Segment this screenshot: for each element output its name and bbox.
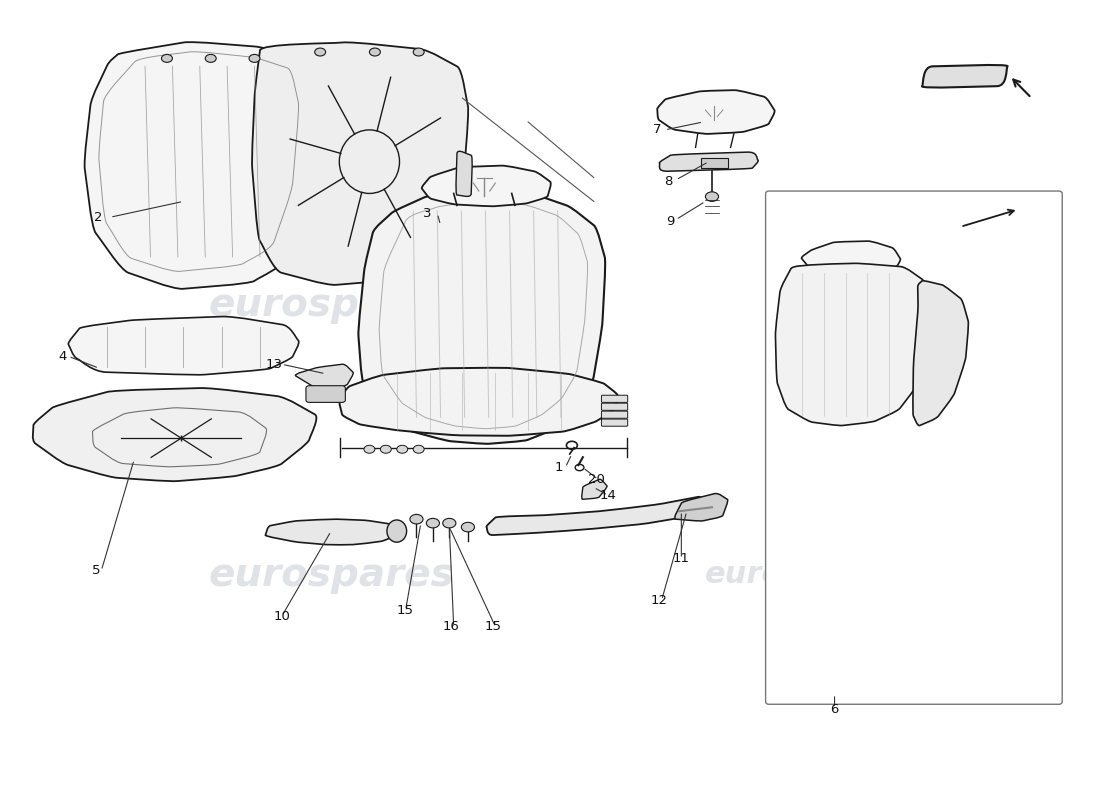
Circle shape [364,446,375,454]
PathPatch shape [674,494,728,521]
Text: 15: 15 [485,620,502,633]
PathPatch shape [296,364,353,392]
Text: 13: 13 [266,358,283,370]
Circle shape [414,48,425,56]
PathPatch shape [657,90,774,134]
Circle shape [427,518,440,528]
Text: 9: 9 [667,214,674,228]
FancyBboxPatch shape [766,191,1063,704]
Bar [701,158,728,168]
Text: 8: 8 [664,175,672,188]
Circle shape [442,518,455,528]
Circle shape [206,54,217,62]
Text: 1: 1 [554,461,563,474]
Text: 12: 12 [651,594,668,606]
Circle shape [162,54,173,62]
PathPatch shape [265,519,397,545]
Circle shape [705,192,718,202]
PathPatch shape [582,479,607,499]
PathPatch shape [659,152,758,171]
PathPatch shape [802,241,901,277]
PathPatch shape [68,317,299,374]
Circle shape [370,48,381,56]
Text: eurospares: eurospares [208,286,454,324]
PathPatch shape [252,42,469,285]
PathPatch shape [33,388,317,481]
Ellipse shape [387,520,407,542]
Circle shape [414,446,425,454]
PathPatch shape [486,497,702,535]
PathPatch shape [913,281,968,426]
FancyBboxPatch shape [306,386,345,402]
PathPatch shape [359,190,605,444]
PathPatch shape [340,368,618,436]
FancyBboxPatch shape [602,403,628,410]
Circle shape [410,514,424,524]
Text: 15: 15 [397,604,414,617]
FancyArrowPatch shape [1013,79,1030,96]
Text: 6: 6 [830,703,838,716]
Text: eurospares: eurospares [208,556,454,594]
Text: 3: 3 [424,207,431,220]
Text: 11: 11 [673,552,690,566]
Text: 5: 5 [91,564,100,578]
Text: 7: 7 [653,123,661,136]
Circle shape [397,446,408,454]
FancyBboxPatch shape [602,419,628,426]
FancyBboxPatch shape [602,395,628,402]
Text: 4: 4 [58,350,67,363]
Text: 20: 20 [587,473,604,486]
FancyBboxPatch shape [602,411,628,418]
Circle shape [461,522,474,532]
Text: 16: 16 [443,620,460,633]
Circle shape [249,54,260,62]
PathPatch shape [421,166,551,206]
Circle shape [315,48,326,56]
Circle shape [381,446,392,454]
Text: 10: 10 [274,610,290,622]
Text: 14: 14 [600,489,616,502]
Text: eurospares: eurospares [705,560,898,590]
PathPatch shape [85,42,316,289]
PathPatch shape [776,263,927,426]
FancyArrowPatch shape [964,210,1014,226]
PathPatch shape [456,151,472,197]
Text: 2: 2 [94,210,102,224]
PathPatch shape [922,65,1008,87]
